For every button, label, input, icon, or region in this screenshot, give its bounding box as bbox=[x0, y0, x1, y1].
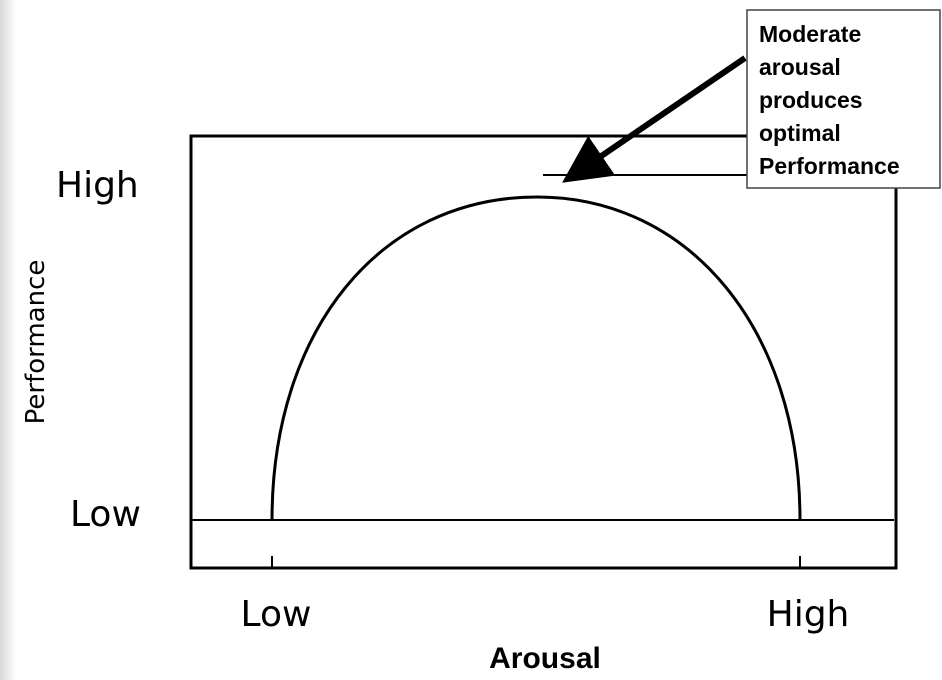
annotation-line: Performance bbox=[759, 153, 900, 179]
y-low-label: Low bbox=[70, 494, 141, 535]
annotation-line: Moderate bbox=[759, 21, 861, 47]
y-axis-label: Performance bbox=[21, 260, 51, 425]
x-high-label: High bbox=[767, 594, 850, 635]
annotation-line: arousal bbox=[759, 54, 841, 80]
plot-frame bbox=[189, 134, 898, 570]
left-edge bbox=[0, 0, 16, 680]
annotation-line: optimal bbox=[759, 120, 841, 146]
y-high-label: High bbox=[56, 165, 139, 206]
arrow bbox=[562, 55, 747, 183]
annotation-line: produces bbox=[759, 87, 863, 113]
inverted-u-curve bbox=[270, 195, 802, 521]
x-low-label: Low bbox=[241, 594, 312, 635]
x-axis-label: Arousal bbox=[489, 642, 601, 675]
annotation-box bbox=[746, 9, 941, 189]
